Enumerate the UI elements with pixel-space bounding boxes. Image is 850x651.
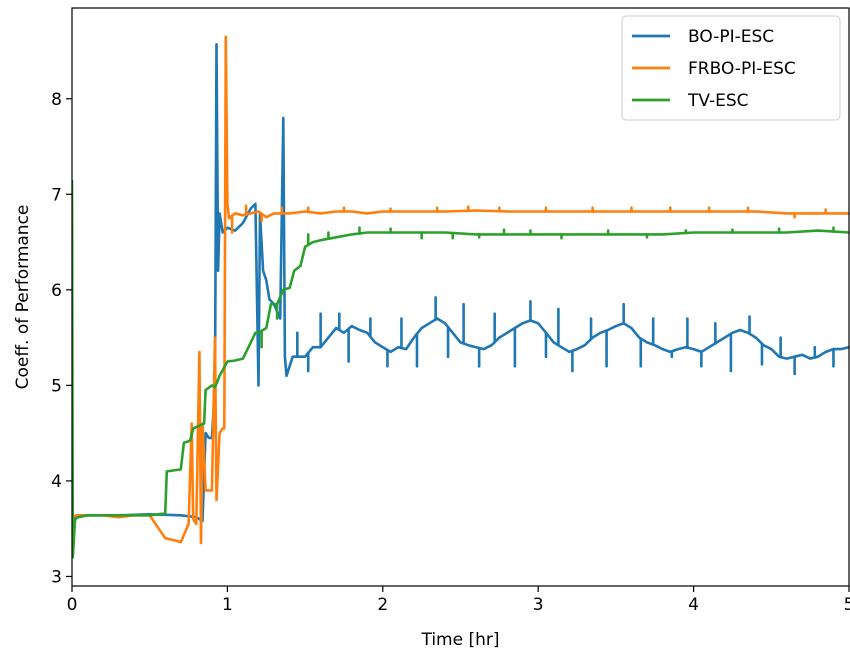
- y-axis: 3 4 5 6 7 8: [51, 90, 72, 587]
- legend-item: FRBO-PI-ESC: [632, 59, 796, 79]
- legend-box: [621, 15, 841, 121]
- y-tick-label: 3: [51, 567, 62, 587]
- y-tick-label: 4: [51, 472, 62, 492]
- x-tick-label: 2: [377, 595, 388, 615]
- plot-layer: [72, 35, 849, 559]
- y-tick-label: 5: [51, 376, 62, 396]
- y-tick-label: 8: [51, 90, 62, 110]
- series-bo-pi-esc: [72, 43, 849, 523]
- series-frbo-pi-esc: [72, 35, 849, 545]
- x-tick-label: 3: [533, 595, 544, 615]
- x-tick-label: 0: [67, 595, 78, 615]
- x-tick-label: 1: [222, 595, 233, 615]
- series-line: [72, 43, 849, 523]
- y-tick-label: 6: [51, 281, 62, 301]
- legend-item: BO-PI-ESC: [632, 27, 774, 47]
- series-line: [72, 35, 849, 545]
- legend: BO-PI-ESC FRBO-PI-ESC TV-ESC: [621, 15, 841, 121]
- legend-item: TV-ESC: [632, 91, 749, 111]
- x-axis-label: Time [hr]: [420, 630, 499, 650]
- series-tv-esc: [72, 179, 849, 559]
- x-axis: 0 1 2 3 4 5: [67, 586, 850, 615]
- x-tick-label: 4: [688, 595, 699, 615]
- legend-label: BO-PI-ESC: [688, 27, 774, 47]
- plot-area-frame: [71, 7, 850, 587]
- legend-label: FRBO-PI-ESC: [688, 59, 796, 79]
- y-tick-label: 7: [51, 185, 62, 205]
- y-axis-label: Coeff. of Performance: [13, 205, 33, 390]
- x-tick-label: 5: [844, 595, 850, 615]
- legend-label: TV-ESC: [687, 91, 749, 111]
